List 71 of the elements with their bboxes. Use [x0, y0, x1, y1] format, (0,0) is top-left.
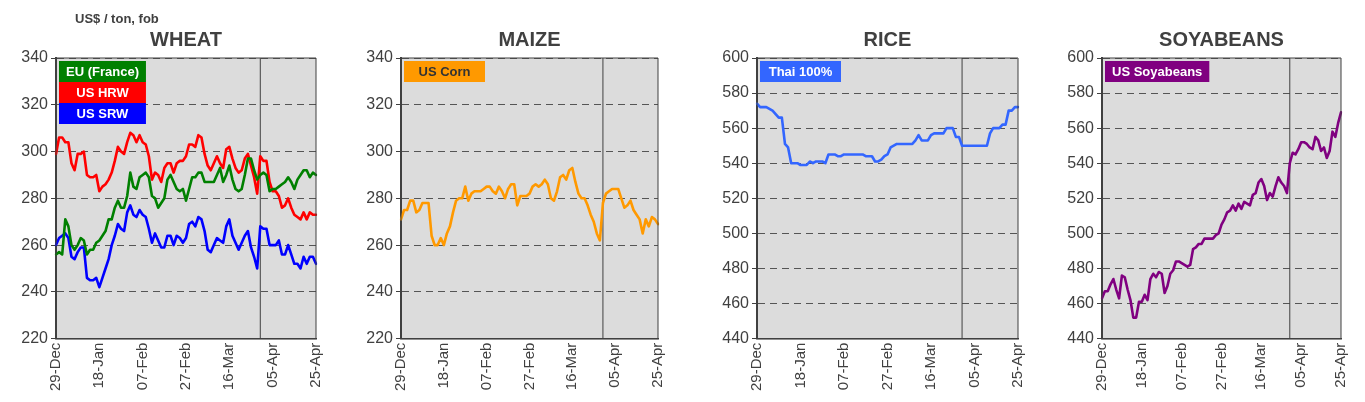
y-tick-label: 260 [21, 235, 49, 253]
x-tick-label: 25-Apr [1008, 342, 1026, 388]
y-tick-label: 580 [1067, 83, 1095, 101]
x-tick-label: 07-Feb [476, 342, 494, 391]
x-tick-label: 05-Apr [1291, 342, 1309, 388]
x-tick-label: 16-Mar [921, 342, 939, 391]
y-tick-label: 440 [1067, 329, 1095, 347]
chart-title: SOYABEANS [1159, 27, 1284, 50]
y-tick-label: 320 [366, 95, 394, 113]
y-tick-label: 500 [722, 223, 750, 241]
y-tick-label: 520 [1067, 188, 1095, 206]
text: US HRW [76, 84, 130, 100]
y-tick-label: 340 [366, 48, 394, 66]
text: US SRW [76, 105, 130, 121]
x-tick-label: 16-Mar [562, 342, 580, 391]
x-tick-label: 05-Apr [262, 342, 280, 388]
y-tick-label: 240 [366, 282, 394, 300]
y-tick-label: 220 [21, 329, 49, 347]
x-tick-label: 18-Jan [433, 342, 451, 389]
chart-title: MAIZE [498, 27, 561, 50]
y-tick-label: 220 [366, 329, 394, 347]
y-tick-label: 320 [21, 95, 49, 113]
x-tick-label: 07-Feb [1171, 342, 1189, 391]
y-tick-label: 300 [366, 141, 394, 159]
y-tick-label: 460 [722, 293, 750, 311]
text: US Corn [418, 63, 471, 79]
x-tick-label: 29-Dec [46, 342, 64, 391]
chart-title: RICE [863, 27, 912, 50]
x-tick-label: 07-Feb [834, 342, 852, 391]
x-tick-label: 27-Feb [1211, 342, 1229, 391]
y-tick-label: 540 [722, 153, 750, 171]
text: EU (France) [66, 63, 139, 79]
x-tick-label: 27-Feb [176, 342, 194, 391]
x-tick-label: 25-Apr [1331, 342, 1349, 388]
x-tick-label: 07-Feb [132, 342, 150, 391]
y-tick-label: 560 [1067, 118, 1095, 136]
x-tick-label: 27-Feb [519, 342, 537, 391]
y-tick-label: 440 [722, 329, 750, 347]
y-tick-label: 480 [722, 258, 750, 276]
x-tick-label: 05-Apr [964, 342, 982, 388]
y-tick-label: 560 [722, 118, 750, 136]
y-tick-label: 280 [366, 188, 394, 206]
y-tick-label: 260 [366, 235, 394, 253]
x-tick-label: 16-Mar [1251, 342, 1269, 391]
y-tick-label: 600 [1067, 48, 1095, 66]
x-tick-label: 29-Dec [391, 342, 409, 391]
y-tick-label: 600 [722, 48, 750, 66]
x-tick-label: 05-Apr [605, 342, 623, 388]
y-tick-label: 500 [1067, 223, 1095, 241]
x-tick-label: 25-Apr [306, 342, 324, 388]
text: Thai 100% [768, 63, 833, 79]
x-tick-label: 18-Jan [790, 342, 808, 389]
x-tick-label: 25-Apr [648, 342, 666, 388]
y-tick-label: 280 [21, 188, 49, 206]
y-tick-label: 480 [1067, 258, 1095, 276]
y-tick-label: 460 [1067, 293, 1095, 311]
y-tick-label: 580 [722, 83, 750, 101]
text: US Soyabeans [1111, 63, 1203, 79]
y-tick-label: 300 [21, 141, 49, 159]
y-tick-label: 540 [1067, 153, 1095, 171]
chart-title: WHEAT [150, 27, 222, 50]
x-tick-label: 29-Dec [747, 342, 765, 391]
x-tick-label: 16-Mar [219, 342, 237, 391]
x-tick-label: 18-Jan [1131, 342, 1149, 389]
y-axis-title: US$ / ton, fob [75, 10, 159, 26]
y-tick-label: 340 [21, 48, 49, 66]
x-tick-label: 27-Feb [877, 342, 895, 391]
x-tick-label: 18-Jan [89, 342, 107, 389]
y-tick-label: 520 [722, 188, 750, 206]
x-tick-label: 29-Dec [1092, 342, 1110, 391]
y-tick-label: 240 [21, 282, 49, 300]
